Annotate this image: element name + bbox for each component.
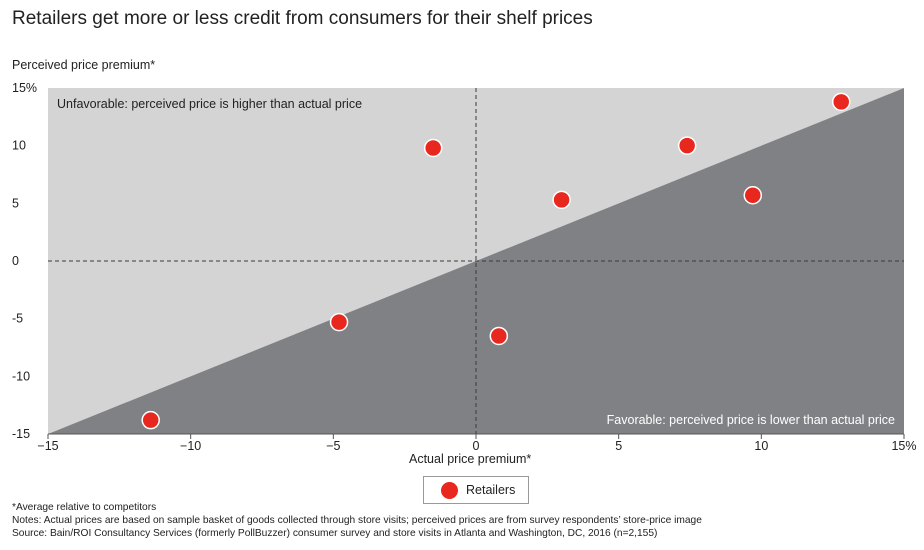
x-tick-label: −10 (180, 439, 201, 453)
unfavorable-region-label: Unfavorable: perceived price is higher t… (57, 97, 362, 111)
data-point (831, 92, 851, 112)
y-tick-label: -15 (12, 427, 30, 441)
x-tick-label: 5 (615, 439, 622, 453)
data-point (677, 136, 697, 155)
y-tick-label: -10 (12, 369, 30, 383)
data-point (552, 190, 571, 210)
data-point (329, 312, 349, 332)
footnotes: *Average relative to competitors Notes: … (12, 501, 702, 541)
legend-marker-icon (441, 481, 458, 499)
y-tick-label: 5 (12, 196, 19, 210)
x-tick-label: 0 (473, 439, 480, 453)
footnote-asterisk: *Average relative to competitors (12, 502, 157, 513)
y-tick-label: 0 (12, 254, 19, 268)
footnote-notes: Notes: Actual prices are based on sample… (12, 515, 702, 527)
legend-label: Retailers (466, 483, 516, 497)
footnote-source: Source: Bain/ROI Consultancy Services (f… (12, 528, 658, 540)
data-point (489, 326, 509, 346)
x-axis-label: Actual price premium* (409, 452, 532, 466)
data-point (141, 410, 160, 430)
y-tick-label: 10 (12, 139, 26, 153)
data-point (423, 138, 443, 158)
y-tick-label: -5 (12, 312, 23, 326)
y-tick-label: 15% (12, 81, 37, 95)
chart-title: Retailers get more or less credit from c… (12, 8, 593, 29)
data-point (743, 186, 763, 205)
legend: Retailers (423, 476, 529, 504)
x-tick-label: −15 (37, 439, 58, 453)
x-tick-label: 15% (891, 439, 916, 453)
favorable-region-label: Favorable: perceived price is lower than… (607, 413, 895, 427)
y-axis-label: Perceived price premium* (12, 58, 156, 72)
x-tick-label: 10 (754, 439, 768, 453)
x-tick-label: −5 (326, 439, 340, 453)
